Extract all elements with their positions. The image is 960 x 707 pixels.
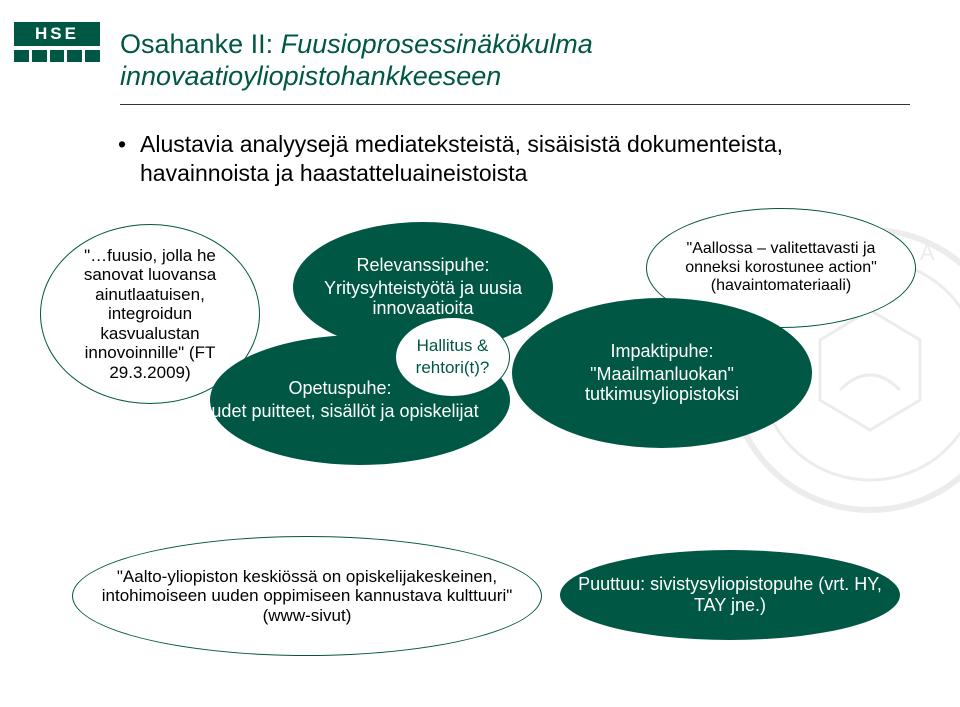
- impakti-head: Impaktipuhe:: [610, 341, 713, 362]
- quote-fuusio-text: "…fuusio, jolla he sanovat luovansa ainu…: [59, 246, 241, 383]
- hallitus-line2: rehtori(t)?: [416, 358, 490, 378]
- title-plain: Osahanke II:: [120, 29, 281, 59]
- ellipse-puuttuu: Puuttuu: sivistysyliopistopuhe (vrt. HY,…: [560, 550, 900, 640]
- slide: R S I T A HSE Osahanke II: Fuusioprosess…: [0, 0, 960, 707]
- intro-bullet: Alustavia analyysejä mediateksteistä, si…: [140, 130, 900, 188]
- aalto-quote-text: "Aalto-yliopiston keskiössä on opiskelij…: [91, 567, 523, 626]
- opetus-body: uudet puitteet, sisällöt ja opiskelijat: [201, 401, 478, 422]
- aallossa-text: "Aallossa – valitettavasti ja onneksi ko…: [665, 240, 897, 295]
- opetus-head: Opetuspuhe:: [288, 378, 391, 399]
- slide-title: Osahanke II: Fuusioprosessinäkökulma inn…: [120, 28, 900, 93]
- logo-text: HSE: [14, 22, 100, 46]
- impakti-body: "Maailmanluokan" tutkimusyliopistoksi: [530, 364, 794, 405]
- logo-stripes: [14, 50, 100, 62]
- quote-aalto-keskio: "Aalto-yliopiston keskiössä on opiskelij…: [72, 536, 542, 656]
- hallitus-line1: Hallitus &: [417, 336, 489, 356]
- hse-logo: HSE: [14, 22, 100, 64]
- puuttuu-head: Puuttuu:: [578, 574, 650, 594]
- ellipse-hallitus: Hallitus & rehtori(t)?: [395, 317, 510, 397]
- relevanssi-body: Yritysyhteistyötä ja uusia innovaatioita: [311, 278, 535, 319]
- relevanssi-head: Relevanssipuhe:: [356, 255, 489, 276]
- ellipse-impakti: Impaktipuhe: "Maailmanluokan" tutkimusyl…: [512, 298, 812, 448]
- title-underline: [120, 104, 910, 105]
- puuttuu-body: sivistysyliopistopuhe (vrt. HY, TAY jne.…: [650, 574, 882, 615]
